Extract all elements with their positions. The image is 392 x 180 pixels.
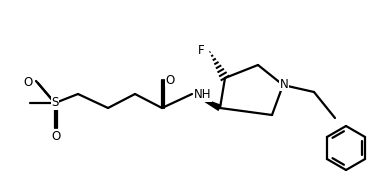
Polygon shape	[192, 94, 221, 111]
Text: O: O	[165, 73, 174, 87]
Text: F: F	[198, 44, 205, 57]
Text: N: N	[279, 78, 289, 91]
Text: O: O	[24, 75, 33, 89]
Text: NH: NH	[194, 89, 212, 102]
Text: O: O	[51, 129, 61, 143]
Text: S: S	[51, 96, 59, 109]
